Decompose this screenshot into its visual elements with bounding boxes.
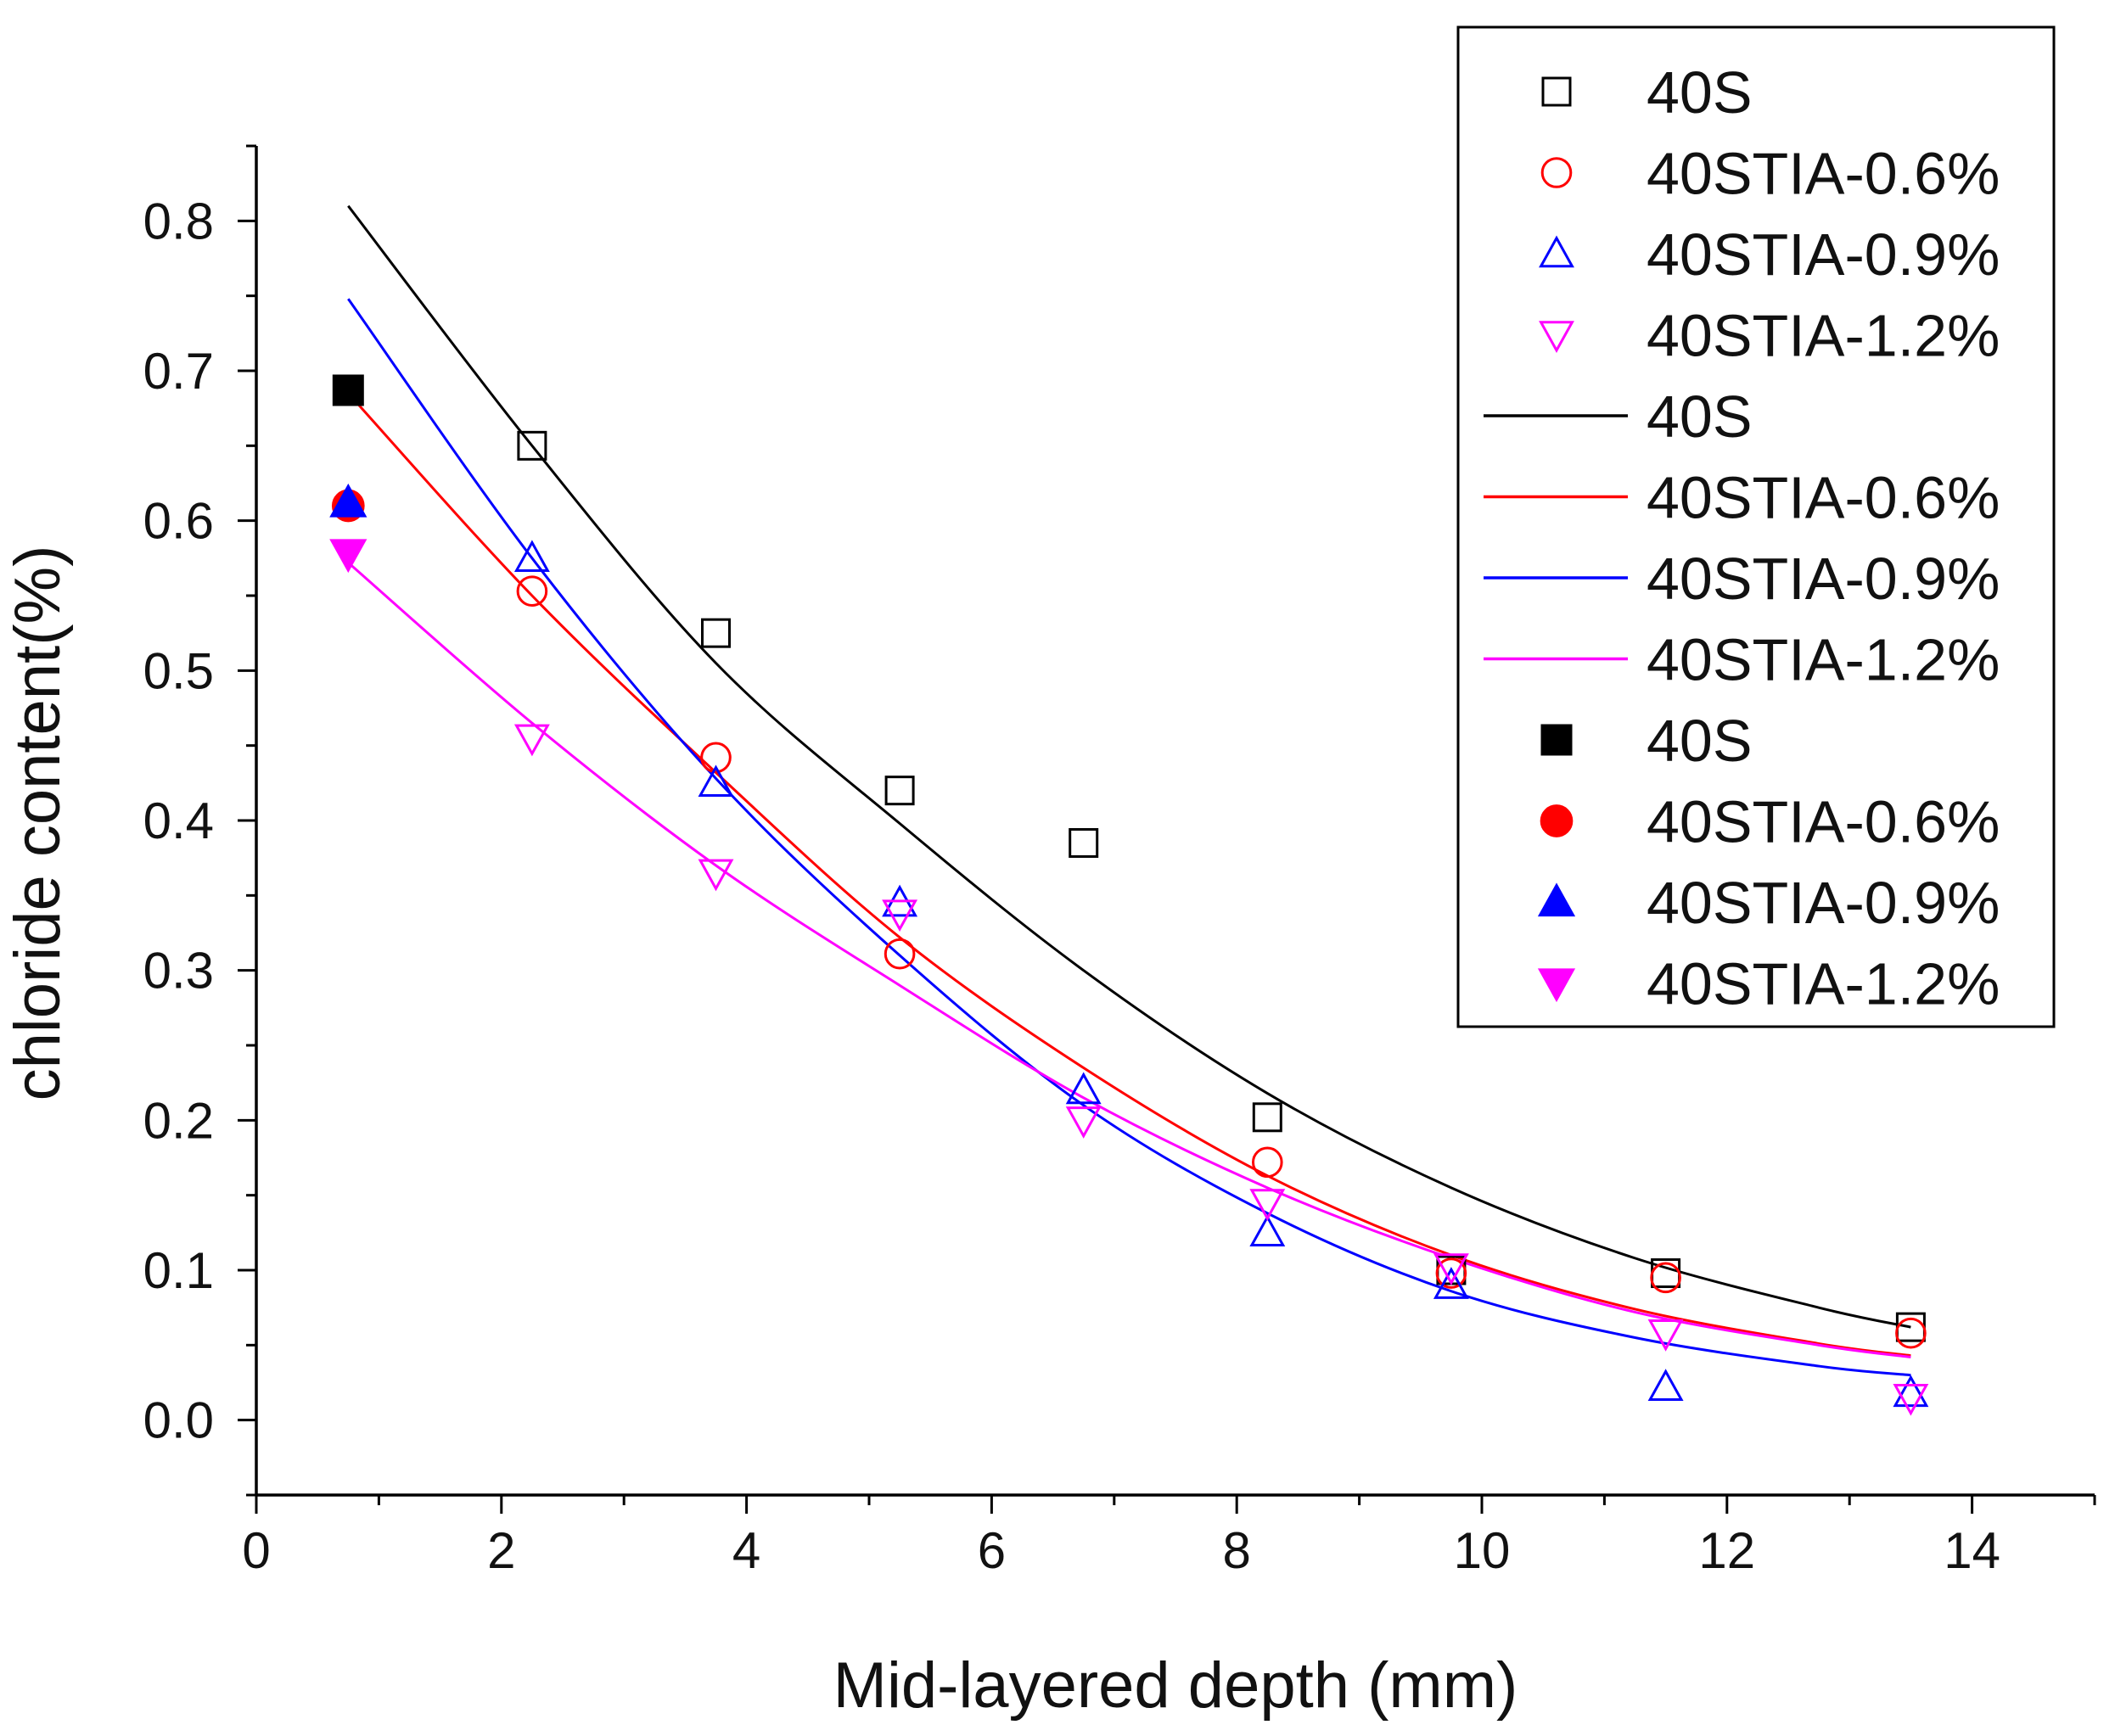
- data-markers: [329, 374, 1929, 1416]
- legend: 40S 40STIA-0.6% 40STIA-0.9% 40STIA-1.2% 40S 4…: [1456, 25, 2056, 1028]
- legend-marker-swatch: [1537, 968, 1576, 1003]
- fit-line-40STIA-0.9%: [347, 298, 1911, 1377]
- data-point-40STIA-0.6%: [884, 938, 916, 970]
- data-point-40STIA-0.6%: [516, 575, 548, 608]
- y-tick-label: 0.6: [143, 493, 214, 550]
- data-point-40STIA-0.9%: [1433, 1267, 1469, 1299]
- data-point-40S: [1069, 828, 1099, 858]
- data-point-40STIA-1.2%: [698, 859, 734, 892]
- data-point-40STIA-1.2%: [1065, 1106, 1102, 1139]
- fit-lines: [347, 204, 1911, 1377]
- data-point-40STIA-1.2%: [513, 724, 550, 757]
- data-point-40S: [701, 618, 731, 648]
- filled-point-40S: [332, 374, 364, 406]
- x-tick-label: 10: [1454, 1522, 1511, 1579]
- data-point-40STIA-0.9%: [1647, 1369, 1684, 1402]
- data-point-40STIA-1.2%: [1249, 1189, 1286, 1221]
- y-axis-title: chloride content(%): [2, 546, 74, 1101]
- data-point-40STIA-0.9%: [1065, 1072, 1102, 1105]
- legend-box: [1456, 25, 2056, 1028]
- x-tick-label: 14: [1944, 1522, 2000, 1579]
- data-point-40STIA-0.6%: [1650, 1262, 1681, 1294]
- legend-label: 40STIA-0.6%: [1647, 465, 2000, 531]
- data-point-40STIA-1.2%: [1893, 1383, 1929, 1416]
- legend-label: 40STIA-0.6%: [1647, 789, 2000, 855]
- plot-area: 0 2 4 6 8 10 12 14 0.0 0.1 0.2 0.3 0.4 0.5 0.6 0.7 0.8: [143, 144, 2096, 1579]
- legend-items: 40S 40STIA-0.6% 40STIA-0.9% 40STIA-1.2% 40S 4…: [1484, 59, 2000, 1017]
- legend-marker-swatch: [1537, 882, 1576, 917]
- y-tick-label: 0.0: [143, 1392, 214, 1449]
- legend-marker-swatch: [1539, 321, 1574, 353]
- y-tick-label: 0.2: [143, 1092, 214, 1149]
- legend-marker-swatch: [1540, 804, 1574, 837]
- data-point-40STIA-1.2%: [1433, 1253, 1469, 1285]
- legend-marker-swatch: [1540, 157, 1573, 188]
- x-tick-label: 0: [242, 1522, 270, 1579]
- data-point-40STIA-1.2%: [1647, 1319, 1684, 1352]
- legend-label: 40STIA-0.9%: [1647, 221, 2000, 288]
- legend-marker-swatch: [1539, 235, 1574, 268]
- y-tick-label: 0.1: [143, 1242, 214, 1299]
- legend-marker-swatch: [1540, 724, 1573, 756]
- x-axis-title: Mid-layered depth (mm): [833, 1649, 1518, 1722]
- x-tick-label: 6: [978, 1522, 1006, 1579]
- legend-label: 40S: [1647, 59, 1753, 126]
- y-ticks: 0.0 0.1 0.2 0.3 0.4 0.5 0.6 0.7 0.8: [143, 144, 256, 1497]
- x-ticks: 0 2 4 6 8 10 12 14: [242, 1495, 2096, 1579]
- y-tick-label: 0.8: [143, 193, 214, 249]
- legend-label: 40STIA-1.2%: [1647, 951, 2000, 1017]
- data-point-40STIA-0.6%: [700, 742, 732, 774]
- data-point-40STIA-0.9%: [1893, 1375, 1929, 1408]
- legend-label: 40STIA-1.2%: [1647, 303, 2000, 369]
- y-tick-label: 0.5: [143, 642, 214, 699]
- y-tick-label: 0.3: [143, 943, 214, 1000]
- legend-label: 40STIA-0.6%: [1647, 141, 2000, 207]
- x-tick-label: 2: [487, 1522, 515, 1579]
- data-point-40STIA-1.2%: [882, 899, 918, 932]
- data-point-40STIA-0.6%: [1435, 1257, 1467, 1289]
- legend-label: 40STIA-0.9%: [1647, 546, 2000, 612]
- y-tick-label: 0.7: [143, 343, 214, 400]
- data-point-40S: [1252, 1102, 1282, 1133]
- legend-label: 40S: [1647, 708, 1753, 774]
- legend-label: 40STIA-1.2%: [1647, 627, 2000, 693]
- x-tick-label: 8: [1223, 1522, 1251, 1579]
- data-point-40STIA-0.9%: [698, 764, 734, 798]
- x-tick-label: 12: [1698, 1522, 1755, 1579]
- legend-label: 40S: [1647, 384, 1753, 450]
- fit-line-40STIA-1.2%: [347, 562, 1911, 1358]
- data-point-40STIA-0.9%: [513, 540, 550, 573]
- y-tick-label: 0.4: [143, 792, 214, 849]
- fit-line-40STIA-0.6%: [347, 392, 1911, 1358]
- data-point-40S: [884, 776, 915, 806]
- data-point-40STIA-0.6%: [1895, 1317, 1927, 1349]
- filled-point-40STIA-1.2%: [329, 539, 367, 574]
- data-point-40STIA-0.9%: [1249, 1214, 1286, 1247]
- data-point-40STIA-0.6%: [1252, 1146, 1283, 1179]
- legend-marker-swatch: [1541, 76, 1572, 107]
- x-tick-label: 4: [732, 1522, 760, 1579]
- legend-label: 40STIA-0.9%: [1647, 870, 2000, 936]
- fit-line-40S: [347, 204, 1911, 1329]
- data-point-40S: [517, 430, 547, 461]
- filled-point-40STIA-0.9%: [329, 483, 367, 518]
